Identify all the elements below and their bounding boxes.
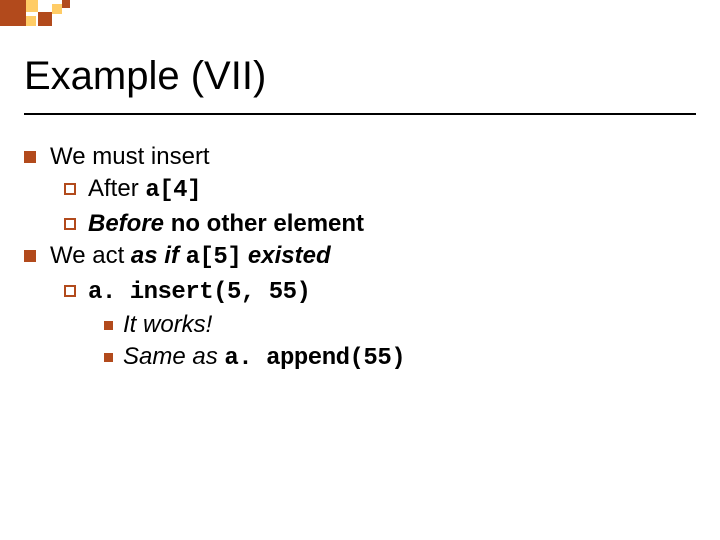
list-item: We act as if a[5] existed <box>24 240 696 274</box>
code-text: a[4] <box>145 177 201 204</box>
list-text: We act as if a[5] existed <box>50 240 331 274</box>
list-item: a. insert(5, 55) <box>64 275 696 309</box>
slide-title: Example (VII) <box>24 54 700 99</box>
list-item: It works! <box>104 309 696 341</box>
list-text: a. insert(5, 55) <box>88 275 310 309</box>
list-item: Before no other element <box>64 208 696 240</box>
list-text: After a[4] <box>88 173 201 207</box>
list-item: We must insert <box>24 141 696 173</box>
list-item: Same as a. append(55) <box>104 341 696 375</box>
code-text: a[5] <box>186 244 242 271</box>
square-bullet-icon <box>24 250 36 262</box>
list-text: Same as a. append(55) <box>123 341 405 375</box>
list-text: Before no other element <box>88 208 364 240</box>
corner-decoration <box>0 0 140 30</box>
list-text: It works! <box>123 309 212 341</box>
hollow-square-bullet-icon <box>64 218 76 230</box>
slide-body: We must insert After a[4] Before no othe… <box>0 115 720 376</box>
code-text: a. insert(5, 55) <box>88 279 310 306</box>
small-square-bullet-icon <box>104 321 113 330</box>
list-text: We must insert <box>50 141 210 173</box>
hollow-square-bullet-icon <box>64 183 76 195</box>
code-text: a. append(55) <box>224 345 405 372</box>
square-bullet-icon <box>24 151 36 163</box>
small-square-bullet-icon <box>104 353 113 362</box>
list-item: After a[4] <box>64 173 696 207</box>
hollow-square-bullet-icon <box>64 285 76 297</box>
